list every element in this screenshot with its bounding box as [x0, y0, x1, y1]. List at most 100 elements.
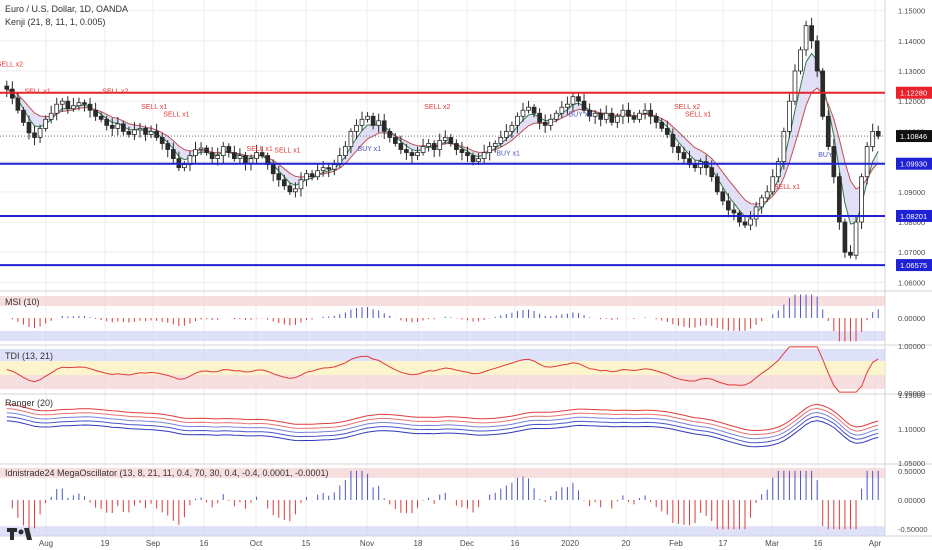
candle-body [420, 146, 426, 153]
candle-body [781, 131, 787, 163]
candle-body [842, 221, 848, 253]
candle-body [165, 143, 171, 150]
candle-body [109, 124, 115, 129]
candle-body [626, 109, 631, 117]
ranger-band-line [6, 411, 879, 440]
candle-body [326, 167, 332, 170]
candle-body [409, 152, 415, 156]
candle-body [470, 155, 476, 163]
candle-body [648, 109, 653, 117]
candle-body [87, 103, 93, 111]
candle-body [853, 221, 859, 256]
candle-body [609, 112, 615, 123]
level-price-tag [896, 209, 932, 222]
candle-body [320, 167, 326, 172]
candle-body [104, 118, 110, 126]
candle-body [459, 149, 465, 153]
candle-body [742, 221, 748, 226]
price-axis: 1.150001.140001.130001.120001.110001.100… [896, 7, 932, 534]
candle-body [748, 218, 753, 226]
price-tick-label: 1.07000 [898, 248, 925, 257]
megaoscillator-pane-legend[interactable]: Idnistrade24 MegaOscillator (13, 8, 21, … [5, 468, 329, 478]
candle-body [76, 102, 82, 107]
candle-body [664, 127, 670, 135]
date-label: 19 [101, 539, 110, 548]
candle-body [54, 103, 60, 114]
date-label: 18 [414, 539, 423, 548]
tdi-tick-label: 1.00000 [898, 342, 925, 351]
symbol-title[interactable]: Euro / U.S. Dollar, 1D, OANDA [5, 4, 129, 14]
candle-body [170, 149, 176, 159]
candle-body [259, 152, 265, 156]
candle-body [825, 115, 831, 147]
kenji-indicator-legend[interactable]: Kenji (21, 8, 11, 1, 0.005) [5, 17, 106, 27]
candle-body [759, 197, 765, 208]
candle-body [481, 152, 487, 159]
candle-body [404, 149, 409, 153]
sell-signal-label: SELL x1 [25, 89, 51, 96]
candle-body [293, 188, 298, 193]
price-tick-label: 1.13000 [898, 67, 925, 76]
candle-body [154, 131, 159, 138]
indicator-lines [6, 294, 879, 530]
candle-body [48, 112, 54, 120]
candle-body [442, 137, 448, 141]
candle-body [509, 124, 515, 132]
candle-body [365, 115, 370, 120]
price-tick-label: 1.06000 [898, 278, 925, 287]
ranger-pane-legend[interactable]: Ranger (20) [5, 398, 54, 408]
candle-body [82, 102, 87, 105]
tradingview-logo-icon [7, 528, 32, 540]
candle-body [598, 112, 604, 120]
tdi-line [6, 346, 879, 393]
candle-body [837, 176, 842, 223]
candle-body [531, 106, 537, 114]
candle-body [287, 185, 293, 193]
level-price-tag [896, 86, 932, 99]
candle-body [764, 191, 770, 199]
candle-body [615, 115, 620, 123]
candle-body [370, 115, 376, 126]
tdi-pane-legend[interactable]: TDI (13, 21) [5, 351, 54, 361]
date-label: 15 [302, 539, 311, 548]
buy-signal-label: BUY x1 [568, 111, 592, 118]
msi-pane-legend[interactable]: MSI (10) [5, 297, 40, 307]
last-price-tag-label: 1.10846 [900, 132, 927, 141]
price-candles [4, 17, 881, 260]
price-tick-label: 1.15000 [898, 7, 925, 16]
kenji-slow-line [6, 87, 879, 205]
candle-body [298, 179, 304, 190]
candle-body [348, 131, 354, 147]
sell-signal-label: SELL x1 [163, 111, 189, 118]
buy-signal-label: BUY x1 [496, 151, 520, 158]
ranger-tick-label: 1.05000 [898, 459, 925, 468]
candle-body [454, 143, 459, 150]
horizontal-levels[interactable] [0, 91, 885, 267]
price-tick-label: 1.08000 [898, 218, 925, 227]
candle-body [670, 134, 676, 147]
candle-body [21, 109, 26, 123]
candle-body [43, 118, 48, 129]
candle-body [254, 152, 259, 159]
candle-body [198, 147, 204, 150]
candle-body [775, 161, 781, 178]
candle-body [681, 152, 687, 159]
candle-body [476, 158, 481, 163]
ranger-tick-label: 1.15000 [898, 391, 925, 400]
tdi-upper-band [0, 349, 885, 361]
date-label: Aug [39, 539, 53, 548]
date-label: Dec [460, 539, 474, 548]
candle-body [864, 146, 870, 178]
candle-body [270, 164, 276, 175]
candle-body [226, 146, 232, 153]
mega-upper-band [0, 467, 885, 478]
sell-signal-label: SELL x1 [247, 146, 273, 153]
candle-body [276, 173, 282, 181]
candle-body [71, 105, 76, 110]
ranger-band-line [6, 415, 879, 444]
candle-body [137, 127, 143, 131]
price-tick-label: 1.12000 [898, 97, 925, 106]
candle-body [398, 143, 404, 150]
